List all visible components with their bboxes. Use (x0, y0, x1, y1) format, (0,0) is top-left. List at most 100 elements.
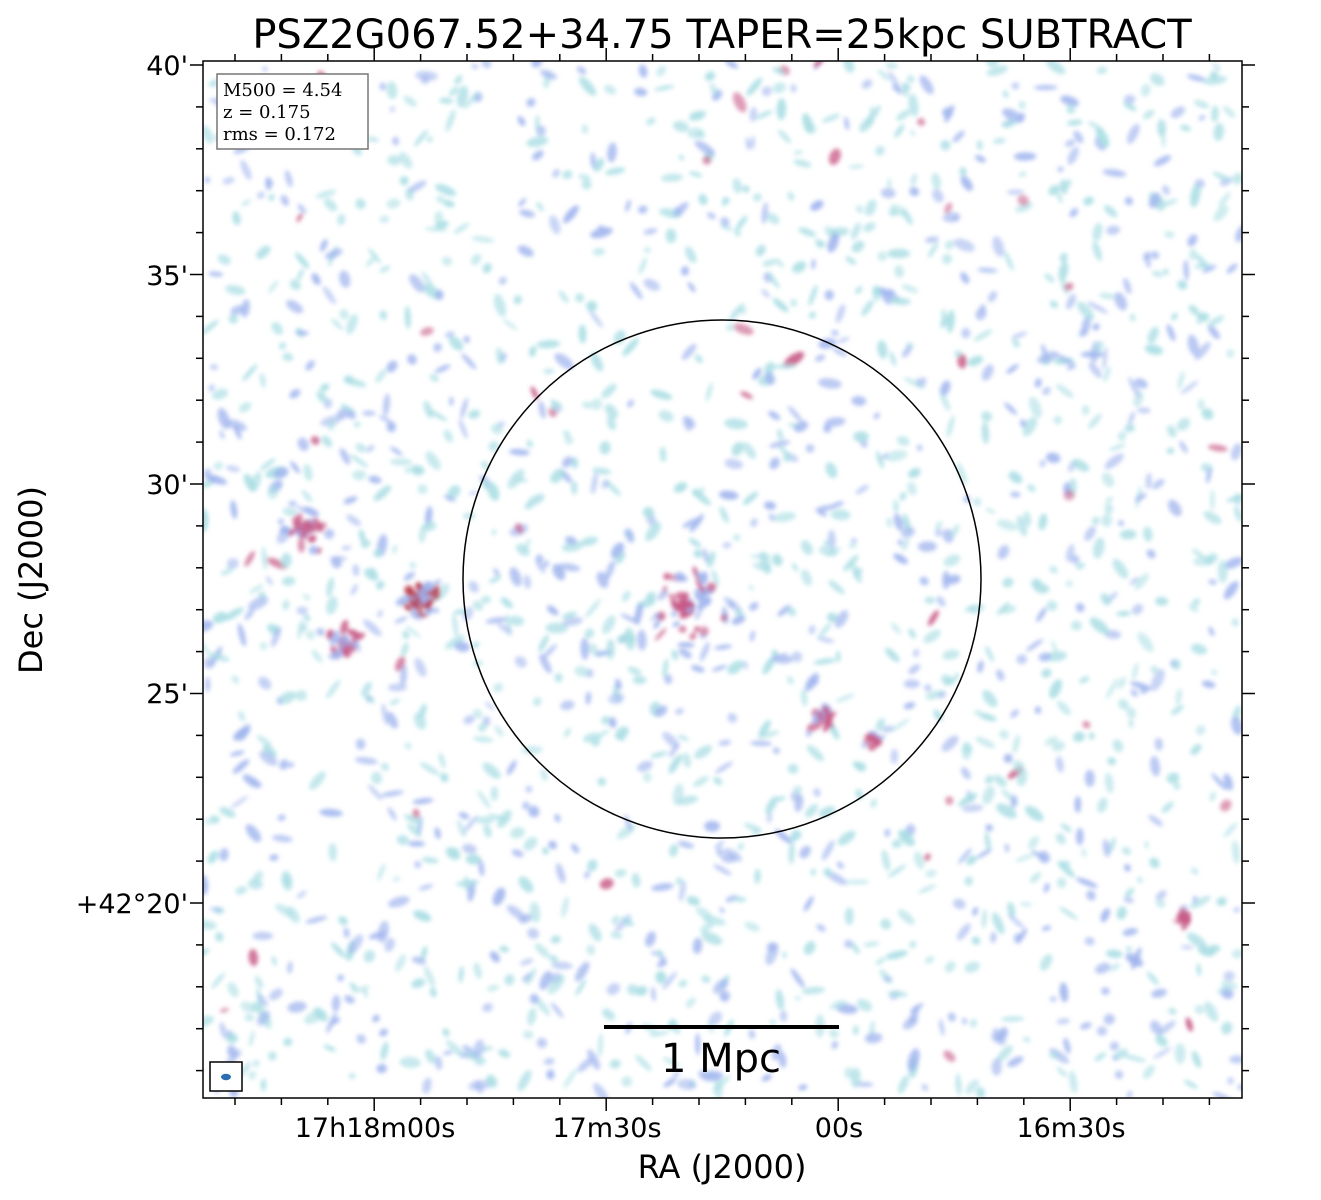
noise-blob (788, 841, 795, 865)
noise-blob (681, 343, 697, 360)
noise-blob (517, 116, 526, 127)
noise-blob (1155, 899, 1166, 908)
noise-blob (973, 497, 982, 507)
noise-blob (822, 706, 830, 714)
noise-blob (386, 198, 401, 209)
noise-blob (853, 567, 863, 578)
noise-blob (850, 942, 860, 955)
noise-blob (257, 191, 265, 200)
noise-blob (578, 76, 597, 96)
noise-blob (530, 386, 539, 400)
noise-blob (462, 843, 477, 854)
noise-blob (815, 354, 826, 362)
noise-blob (212, 611, 228, 624)
noise-blob (265, 576, 273, 586)
noise-blob (554, 672, 563, 683)
noise-blob (376, 580, 385, 590)
noise-blob (536, 340, 561, 349)
noise-blob (817, 711, 823, 722)
noise-blob (394, 616, 408, 624)
noise-blob (1112, 739, 1124, 753)
noise-blob (1173, 918, 1189, 925)
noise-blob (536, 1037, 548, 1049)
noise-blob (881, 288, 895, 296)
noise-blob (704, 71, 716, 81)
noise-blob (326, 679, 341, 699)
noise-blob (1235, 224, 1242, 243)
noise-blob (355, 738, 366, 750)
noise-blob (590, 352, 604, 372)
noise-blob (942, 253, 953, 265)
noise-blob (1045, 651, 1067, 662)
noise-blob (650, 614, 661, 621)
noise-blob (686, 895, 700, 906)
noise-blob (901, 537, 910, 551)
noise-blob (1206, 467, 1212, 484)
noise-blob (942, 528, 954, 543)
noise-blob (884, 828, 891, 837)
noise-blob (502, 318, 518, 331)
noise-blob (1010, 795, 1018, 809)
noise-blob (204, 474, 228, 485)
noise-blob (1166, 324, 1176, 342)
noise-blob (1118, 698, 1130, 711)
noise-blob (675, 877, 684, 886)
noise-blob (824, 289, 835, 301)
noise-blob (280, 525, 290, 535)
noise-blob (1196, 963, 1202, 977)
noise-blob (887, 178, 892, 189)
noise-blob (721, 854, 737, 863)
noise-blob (214, 932, 224, 942)
noise-blob (946, 574, 961, 585)
noise-blob (409, 561, 416, 569)
noise-blob (409, 274, 425, 293)
noise-blob (1104, 453, 1124, 470)
noise-blob (896, 109, 911, 121)
noise-blob (490, 786, 499, 801)
noise-blob (732, 92, 747, 113)
noise-blob (203, 125, 214, 144)
noise-blob (336, 636, 350, 644)
noise-blob (387, 807, 397, 821)
noise-blob (693, 626, 700, 632)
noise-blob (992, 236, 1005, 257)
noise-blob (366, 136, 380, 142)
noise-blob (244, 608, 255, 621)
noise-blob (1116, 610, 1131, 617)
noise-blob (893, 499, 899, 513)
noise-blob (984, 775, 994, 784)
noise-blob (1063, 1037, 1071, 1054)
noise-blob (699, 921, 715, 934)
noise-blob (319, 238, 328, 252)
noise-blob (456, 85, 469, 108)
noise-blob (1037, 351, 1059, 364)
noise-blob (778, 444, 792, 461)
noise-blob (269, 988, 283, 1001)
noise-blob (1188, 305, 1200, 316)
noise-blob (527, 927, 539, 939)
noise-blob (421, 857, 439, 864)
noise-blob (594, 157, 605, 172)
noise-blob (1028, 396, 1042, 418)
noise-blob (798, 227, 816, 237)
noise-blob (411, 978, 426, 989)
noise-blob (400, 642, 409, 657)
noise-blob (1056, 1018, 1070, 1025)
noise-blob (281, 576, 296, 586)
noise-blob (765, 942, 779, 966)
noise-blob (1006, 189, 1025, 195)
noise-blob (732, 896, 747, 902)
noise-blob (927, 610, 939, 626)
noise-blob (366, 256, 376, 267)
noise-blob (494, 725, 504, 737)
noise-blob (698, 626, 709, 636)
noise-blob (273, 467, 289, 479)
noise-blob (981, 909, 987, 929)
noise-blob (1097, 797, 1108, 813)
noise-blob (861, 299, 874, 317)
noise-blob (823, 717, 833, 733)
noise-blob (913, 851, 925, 870)
noise-blob (645, 591, 657, 602)
noise-blob (1107, 757, 1117, 765)
noise-blob (389, 698, 400, 706)
